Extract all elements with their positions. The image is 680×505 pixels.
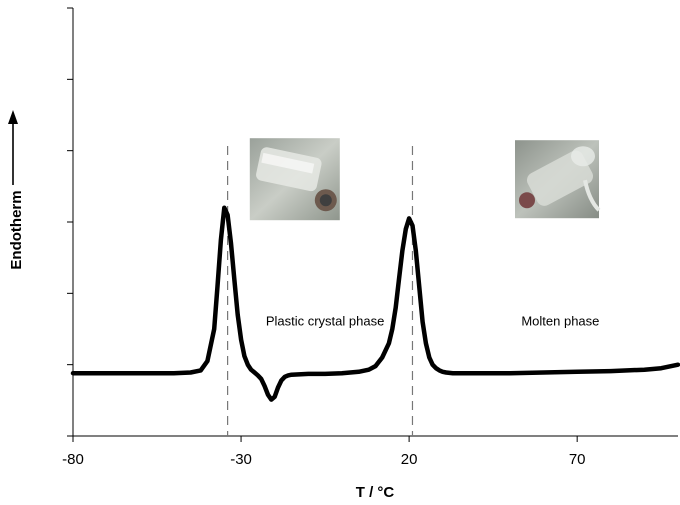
x-tick-label-0: -80 xyxy=(62,451,84,468)
annotation-plastic-crystal-phase: Plastic crystal phase xyxy=(266,313,385,328)
x-ticks xyxy=(72,436,578,442)
plastic-crystal-photo xyxy=(249,138,340,221)
annotation-molten-phase: Molten phase xyxy=(521,313,599,328)
reference-lines xyxy=(227,146,414,436)
x-axis-title: T / °C xyxy=(356,484,395,501)
y-axis-title-group: Endotherm xyxy=(8,190,25,269)
x-tick-label-2: 20 xyxy=(401,451,418,468)
y-axis-title: Endotherm xyxy=(8,190,25,269)
molten-photo xyxy=(515,140,601,219)
x-tick-label-3: 70 xyxy=(569,451,586,468)
dsc-curve xyxy=(70,205,680,402)
y-axis-arrow xyxy=(8,110,18,185)
x-tick-label-1: -30 xyxy=(230,451,252,468)
y-ticks xyxy=(67,7,73,437)
x-tick-labels: -80 -30 20 70 xyxy=(62,451,585,468)
